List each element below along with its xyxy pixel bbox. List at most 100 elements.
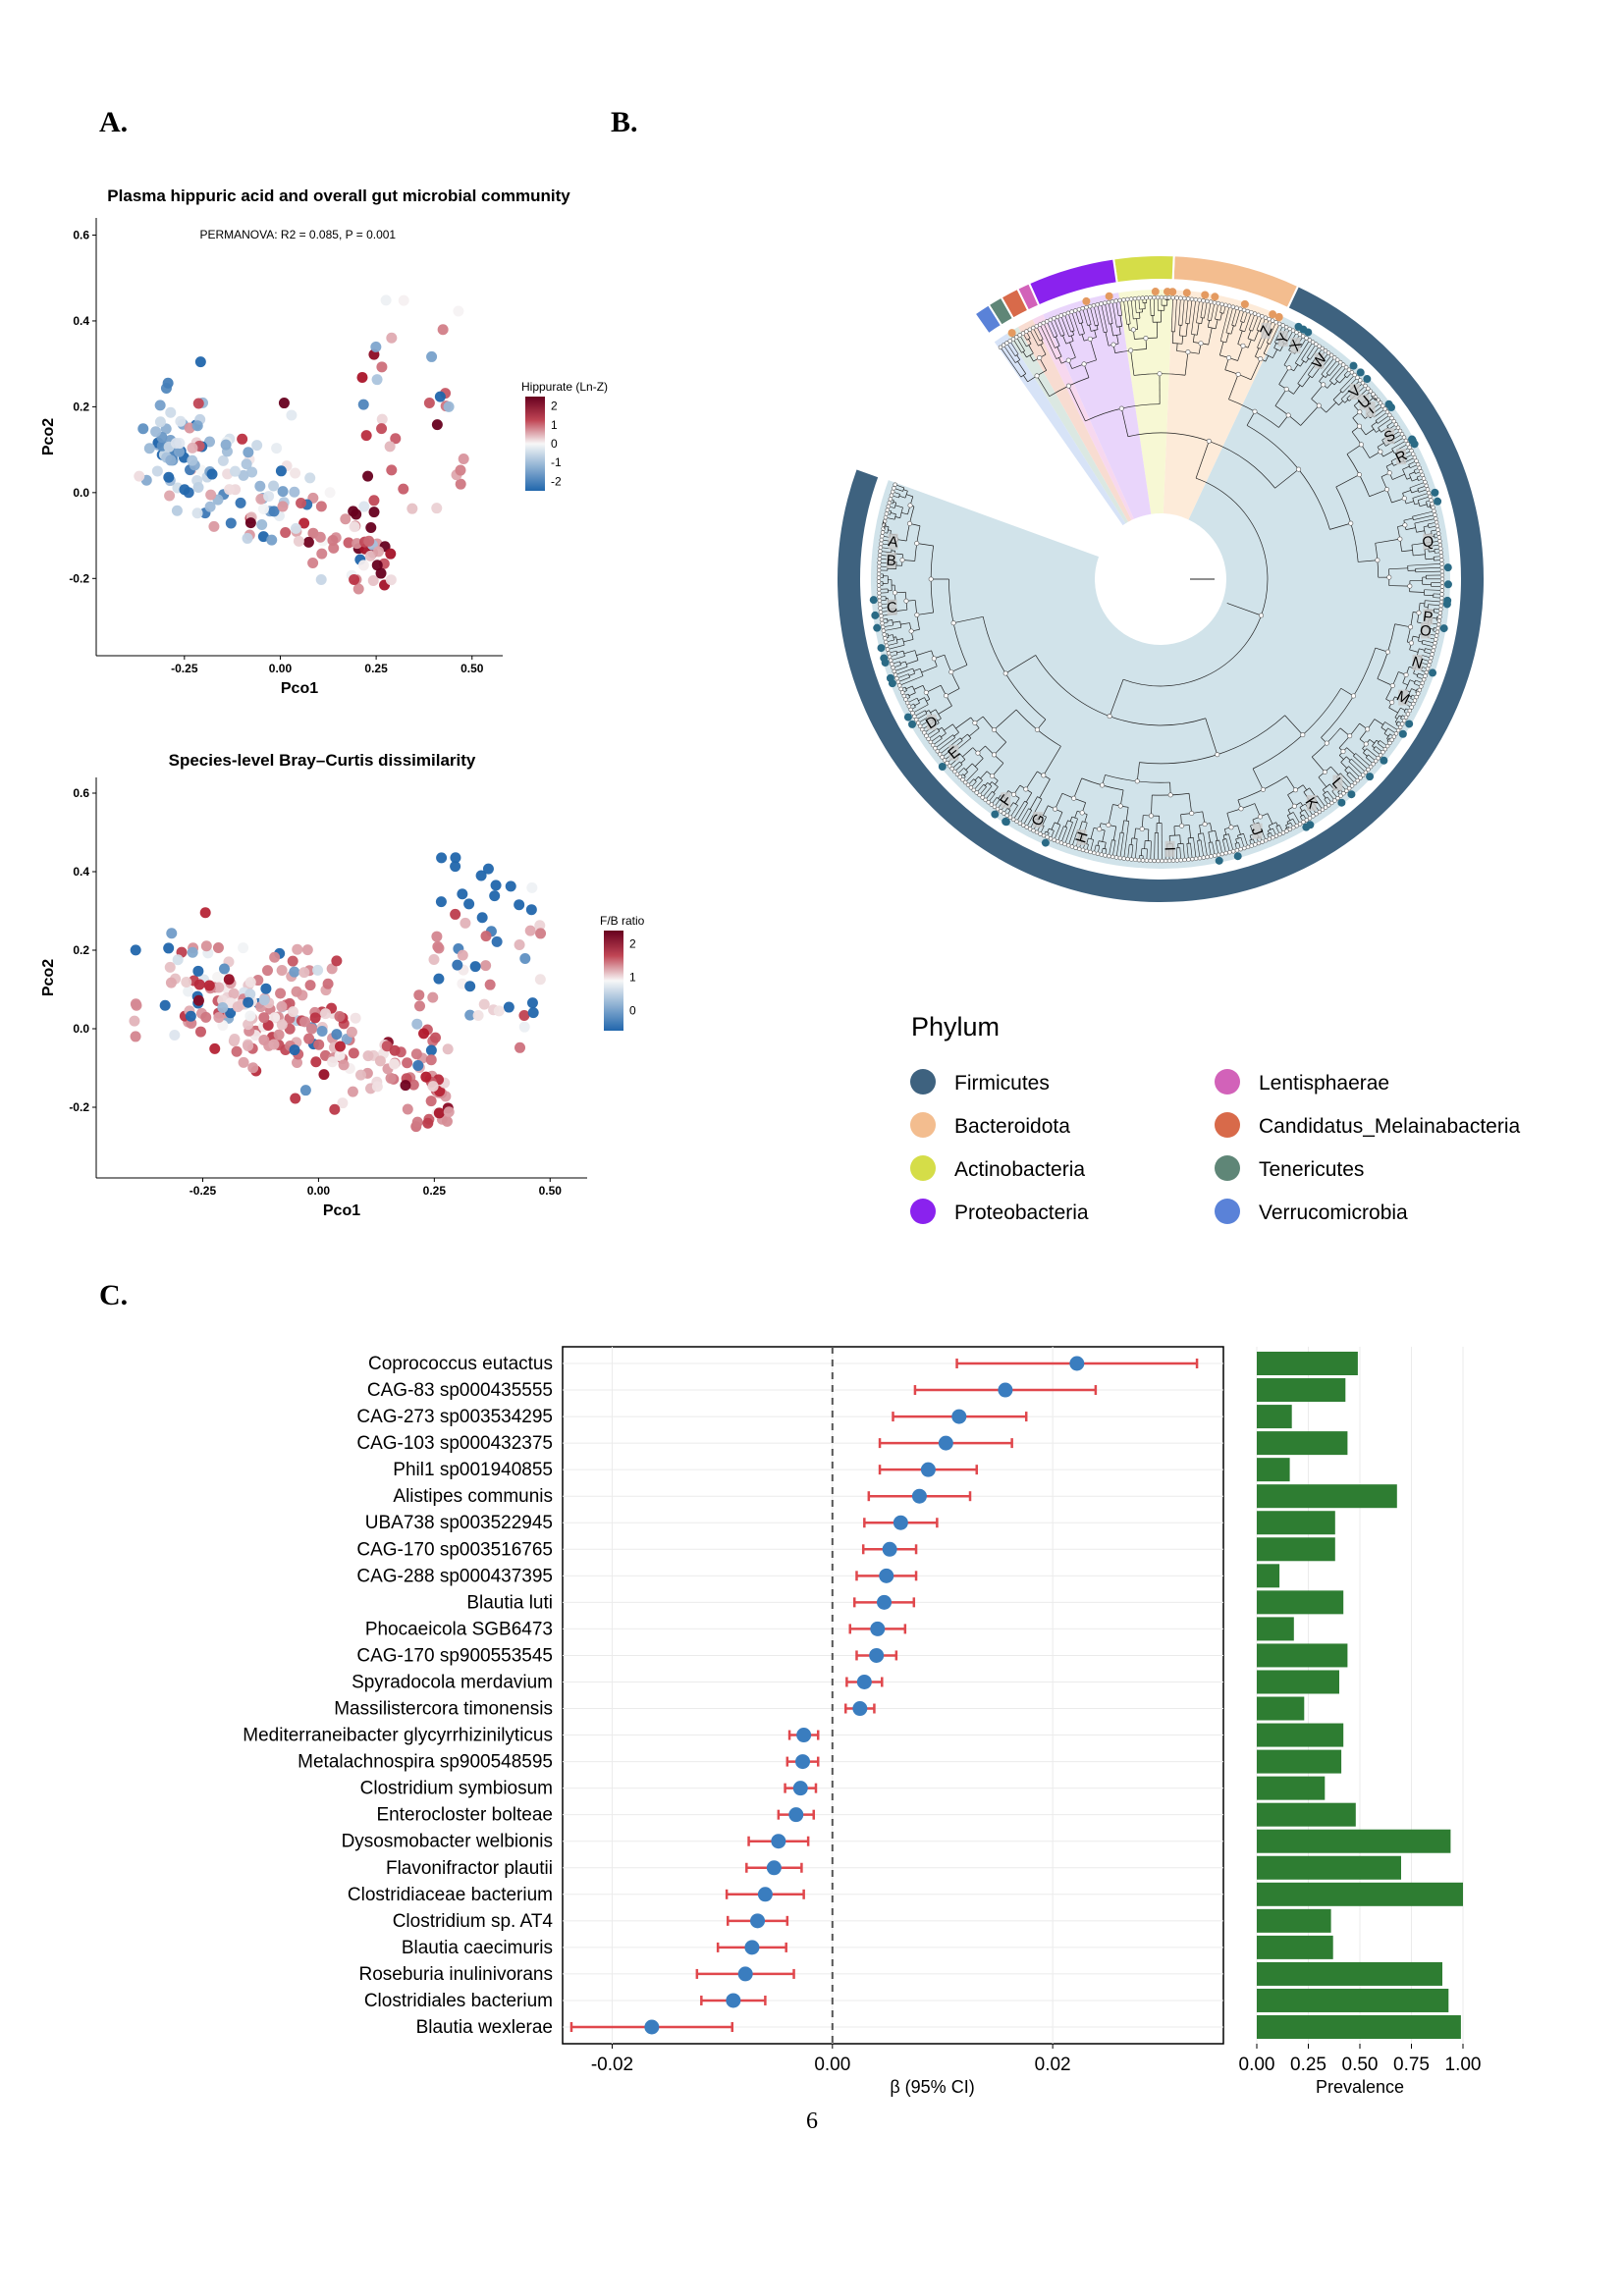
data-point [290, 1093, 301, 1104]
branch [1274, 389, 1287, 406]
branch [1028, 339, 1032, 345]
tip-node [1213, 853, 1218, 858]
internal-node [1134, 778, 1140, 784]
branch [1321, 357, 1335, 375]
branch [1008, 802, 1014, 810]
beta-point [882, 1541, 897, 1557]
highlighted-tip [1398, 729, 1407, 738]
species-label: Phil1 sp001940855 [393, 1460, 553, 1480]
branch [995, 780, 999, 785]
tip-node [1238, 846, 1243, 852]
beta-point [870, 1621, 886, 1636]
branch [1263, 343, 1270, 354]
data-point [334, 1011, 346, 1023]
internal-node [1348, 520, 1354, 526]
branch [1215, 303, 1219, 320]
x-axis-title: Pco1 [323, 1202, 360, 1219]
data-point [518, 1010, 530, 1022]
page-number: 6 [806, 2109, 818, 2134]
branch [1127, 844, 1130, 860]
highlighted-tip [1182, 289, 1191, 297]
branch [1022, 351, 1027, 358]
tip-node [877, 602, 883, 607]
internal-node [1291, 803, 1297, 809]
branch [938, 726, 943, 730]
tip-node [1300, 334, 1306, 339]
clade-label-p: P [1422, 609, 1434, 626]
data-point [354, 1069, 366, 1081]
tip-node [1174, 858, 1180, 863]
clade-marker [926, 714, 937, 730]
branch-arc [991, 781, 999, 787]
tip-node [906, 704, 912, 709]
tip-node [1393, 422, 1399, 427]
prevalence-bar [1257, 1537, 1335, 1562]
branch-arc [1222, 838, 1227, 840]
data-point [277, 501, 289, 512]
data-point [357, 399, 369, 410]
tip-node [1363, 770, 1369, 775]
branch [1036, 326, 1044, 340]
branch [1123, 821, 1129, 859]
internal-node [1300, 732, 1306, 738]
prevalence-bar [1257, 1378, 1346, 1403]
branch [973, 779, 983, 791]
clade-label-i: I [1162, 846, 1178, 851]
branch [1299, 812, 1303, 817]
highlighted-tip [1443, 580, 1452, 589]
tip-node [1439, 592, 1444, 597]
tip-node [1307, 816, 1313, 821]
branch [1212, 841, 1216, 856]
branch [1056, 812, 1063, 825]
data-point [268, 506, 280, 517]
tip-node [995, 806, 1001, 812]
tip-node [992, 804, 998, 810]
tip-node [892, 486, 896, 491]
branch [1136, 318, 1138, 330]
tip-node [942, 758, 947, 763]
branch [1039, 778, 1051, 798]
branch-arc [1429, 504, 1432, 508]
branch [1230, 325, 1234, 335]
clade-marker [1290, 337, 1301, 353]
branch [1016, 802, 1028, 822]
data-point [312, 964, 324, 976]
tip-node [1273, 833, 1279, 838]
data-point [348, 506, 359, 517]
branch-arc [997, 797, 1001, 800]
branch-arc [1308, 374, 1313, 379]
branch [913, 684, 924, 690]
branch [1225, 306, 1234, 333]
tip-node [1117, 297, 1122, 303]
tip-node [1401, 435, 1407, 440]
branch [1205, 718, 1218, 755]
tip-node [952, 769, 957, 774]
branch [1403, 517, 1414, 521]
data-point [360, 430, 372, 442]
branch [1408, 695, 1412, 698]
tip-node [884, 511, 890, 516]
branch [1237, 330, 1243, 345]
data-point [384, 441, 396, 453]
tip-node [1007, 339, 1012, 344]
beta-point [771, 1834, 786, 1849]
data-point [380, 294, 392, 306]
beta-point [737, 1966, 753, 1982]
tip-node [1301, 820, 1306, 825]
branch [1226, 813, 1232, 828]
branch-arc [1109, 323, 1113, 325]
branch [1419, 504, 1428, 507]
tip-node [1358, 378, 1363, 383]
data-point [243, 1019, 254, 1031]
data-point [231, 1045, 243, 1057]
branch [1219, 312, 1222, 321]
species-label: Enterocloster bolteae [376, 1805, 553, 1826]
branch [1223, 828, 1227, 835]
branch [1069, 816, 1073, 822]
data-point [429, 1032, 441, 1043]
tip-node [1331, 355, 1337, 360]
highlighted-tip [1363, 375, 1372, 384]
tip-node [878, 610, 884, 614]
tip-node [971, 787, 976, 793]
internal-node [1363, 741, 1369, 747]
